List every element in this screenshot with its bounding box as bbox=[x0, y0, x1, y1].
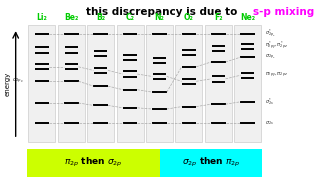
FancyBboxPatch shape bbox=[116, 25, 144, 142]
FancyBboxPatch shape bbox=[58, 25, 85, 142]
Text: this discrepancy is due to: this discrepancy is due to bbox=[86, 7, 241, 17]
Text: Li₂: Li₂ bbox=[36, 13, 47, 22]
Text: $\sigma_{2p_x}$: $\sigma_{2p_x}$ bbox=[265, 53, 276, 62]
Text: $\pi_{2py}, \pi_{2pz}$: $\pi_{2py}, \pi_{2pz}$ bbox=[265, 71, 288, 80]
FancyBboxPatch shape bbox=[27, 149, 159, 177]
Text: Be₂: Be₂ bbox=[64, 13, 78, 22]
Text: energy: energy bbox=[5, 72, 11, 96]
Text: $\sigma_{2p}$ then $\pi_{2p}$: $\sigma_{2p}$ then $\pi_{2p}$ bbox=[182, 156, 240, 169]
Text: $\pi_{2p}$ then $\sigma_{2p}$: $\pi_{2p}$ then $\sigma_{2p}$ bbox=[64, 156, 123, 169]
FancyBboxPatch shape bbox=[159, 149, 262, 177]
FancyBboxPatch shape bbox=[175, 25, 203, 142]
Text: N₂: N₂ bbox=[155, 13, 164, 22]
FancyBboxPatch shape bbox=[28, 25, 55, 142]
Text: $\sigma^*_{2s}$: $\sigma^*_{2s}$ bbox=[265, 96, 274, 107]
FancyBboxPatch shape bbox=[205, 25, 232, 142]
FancyBboxPatch shape bbox=[146, 25, 173, 142]
Text: s-p mixing: s-p mixing bbox=[253, 7, 314, 17]
Text: O₂: O₂ bbox=[184, 13, 194, 22]
Text: $\sigma_{2p_x}$: $\sigma_{2p_x}$ bbox=[12, 77, 24, 86]
FancyBboxPatch shape bbox=[87, 25, 114, 142]
Text: $\sigma^*_{2p_x}$: $\sigma^*_{2p_x}$ bbox=[265, 28, 276, 40]
Text: $\sigma_{2s}$: $\sigma_{2s}$ bbox=[265, 120, 274, 127]
FancyBboxPatch shape bbox=[234, 25, 261, 142]
Text: C₂: C₂ bbox=[125, 13, 135, 22]
Text: Ne₂: Ne₂ bbox=[240, 13, 255, 22]
Text: B₂: B₂ bbox=[96, 13, 105, 22]
Text: $\pi^*_{2py}, \pi^*_{2pz}$: $\pi^*_{2py}, \pi^*_{2pz}$ bbox=[265, 40, 288, 52]
Text: F₂: F₂ bbox=[214, 13, 223, 22]
